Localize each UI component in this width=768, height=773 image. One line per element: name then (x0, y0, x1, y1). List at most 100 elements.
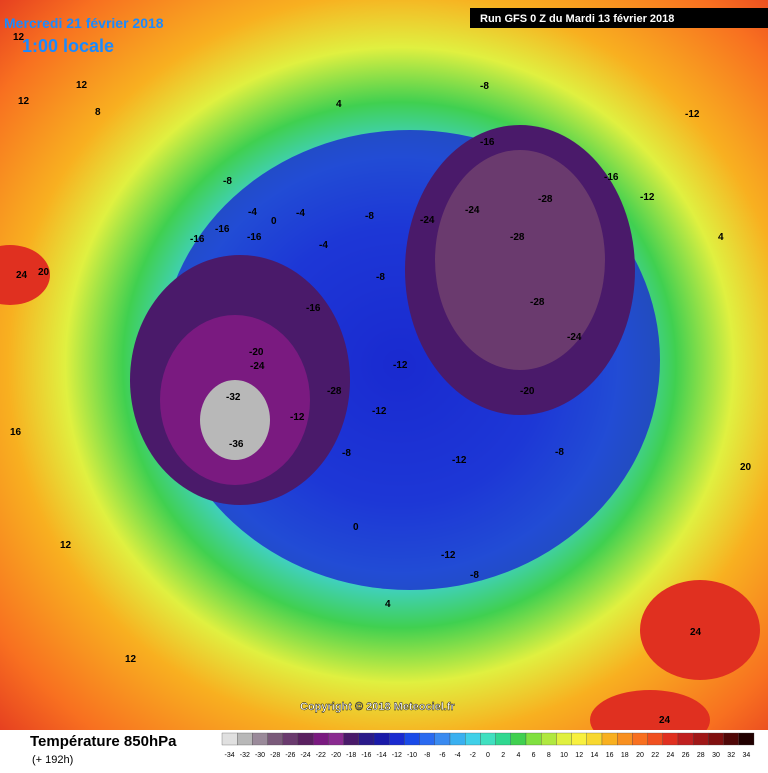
contour-label: 12 (60, 540, 72, 551)
contour-label: 0 (353, 522, 359, 533)
contour-label: 24 (16, 270, 28, 281)
legend-swatch (449, 732, 466, 746)
legend-swatch (237, 732, 253, 746)
legend-swatch (677, 732, 694, 746)
contour-label: 4 (385, 599, 391, 610)
date-text: Mercredi 21 février 2018 (4, 15, 164, 31)
contour-label: -24 (465, 205, 480, 216)
legend-swatch (495, 732, 511, 746)
contour-label: -16 (247, 232, 262, 243)
legend-tick: 28 (697, 752, 705, 759)
legend-tick: -16 (361, 752, 371, 759)
legend: -34 -32 -30 -28 -26 -24 -22 -20 -18 -16 -14 -12 -10-… (221, 732, 755, 759)
contour-label: -8 (376, 272, 385, 283)
contour-label: -28 (510, 232, 525, 243)
contour-label: -24 (420, 215, 435, 226)
legend-tick: 14 (591, 752, 599, 759)
legend-tick: -4 (454, 752, 460, 759)
legend-tick: -2 (470, 752, 476, 759)
legend-tick: 24 (667, 752, 675, 759)
legend-tick: 18 (621, 752, 629, 759)
map-labels: 12 12 8 -8 -4 0 -4 4 -8 -16 -16 -16 -4 -8 -16 -20 -24 -28… (10, 32, 752, 726)
contour-label: -16 (604, 172, 619, 183)
contour-label: 20 (740, 462, 752, 473)
legend-tick: 26 (682, 752, 690, 759)
legend-swatch (282, 732, 299, 746)
legend-tick: 34 (743, 752, 751, 759)
contour-label: -12 (685, 109, 700, 120)
contour-label: -28 (530, 297, 545, 308)
contour-label: 24 (690, 627, 702, 638)
legend-swatch (389, 732, 405, 746)
legend-swatch (541, 732, 557, 746)
contour-label: -16 (480, 137, 495, 148)
contour-label: -8 (555, 447, 564, 458)
legend-tick: 32 (727, 752, 735, 759)
legend-swatch (465, 732, 481, 746)
legend-tick: 10 (560, 752, 568, 759)
contour-label: -28 (327, 386, 342, 397)
legend-tick: 12 (575, 752, 583, 759)
legend-tick: 20 (636, 752, 644, 759)
legend-swatch (419, 732, 435, 746)
contour-label: -4 (248, 207, 257, 218)
copyright: Copyright © 2018 Meteociel.fr (300, 701, 456, 713)
legend-swatch (373, 732, 390, 746)
legend-tick: 2 (501, 752, 505, 759)
contour-label: -8 (480, 81, 489, 92)
legend-tick: 6 (532, 752, 536, 759)
run-text: Run GFS 0 Z du Mardi 13 février 2018 (480, 13, 674, 25)
contour-label: 20 (38, 267, 50, 278)
legend-swatch (708, 732, 724, 746)
legend-tick: -6 (439, 752, 445, 759)
contour-label: 4 (718, 232, 724, 243)
legend-swatch (662, 732, 679, 746)
legend-tick: -32 (240, 752, 250, 759)
legend-tick: -14 (377, 752, 387, 759)
legend-tick: -18 (346, 752, 356, 759)
legend-tick: -12 (392, 752, 402, 759)
contour-label: -20 (249, 347, 264, 358)
legend-swatch (586, 732, 603, 746)
contour-label: -12 (290, 412, 305, 423)
legend-tick: 30 (712, 752, 720, 759)
legend-tick: -26 (285, 752, 295, 759)
legend-swatch (510, 732, 527, 746)
contour-label: -4 (319, 240, 328, 251)
contour-label: 0 (271, 216, 277, 227)
footer-title: Température 850hPa (30, 733, 177, 750)
legend-tick: -8 (424, 752, 430, 759)
legend-swatch (358, 732, 375, 746)
contour-label: -4 (296, 208, 305, 219)
contour-label: -12 (393, 360, 408, 371)
legend-tick: -22 (316, 752, 326, 759)
time-text: 1:00 locale (22, 36, 114, 56)
legend-tick: 22 (651, 752, 659, 759)
contour-label: -36 (229, 439, 244, 450)
legend-swatch (601, 732, 618, 746)
legend-tick: -24 (301, 752, 311, 759)
legend-tick: 16 (606, 752, 614, 759)
contour-label: -28 (538, 194, 553, 205)
legend-tick: -20 (331, 752, 341, 759)
contour-label: 4 (336, 99, 342, 110)
run-box (470, 8, 768, 28)
contour-label: 12 (13, 32, 25, 43)
legend-swatch (647, 732, 663, 746)
legend-swatch (404, 732, 420, 746)
legend-tick: -10 (407, 752, 417, 759)
contour-label: -12 (640, 192, 655, 203)
contour-label: 16 (10, 427, 22, 438)
legend-swatch (221, 732, 238, 746)
contour-label: -8 (365, 211, 374, 222)
legend-swatch (480, 732, 496, 746)
legend-tick: 4 (516, 752, 520, 759)
legend-swatch (252, 732, 268, 746)
legend-swatch (328, 732, 344, 746)
legend-swatch (313, 732, 329, 746)
legend-tick: -30 (255, 752, 265, 759)
legend-swatch (738, 732, 755, 746)
legend-swatch (434, 732, 451, 746)
contour-label: 24 (659, 715, 671, 726)
